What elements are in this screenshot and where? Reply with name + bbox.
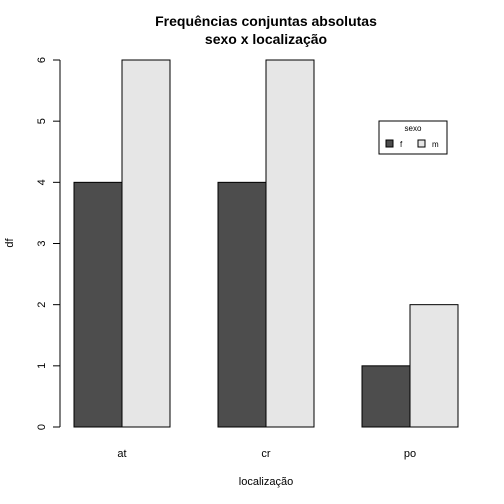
legend-title: sexo: [405, 124, 422, 133]
bar-at-m: [121, 59, 171, 428]
legend-label-f: f: [400, 140, 403, 149]
bar-cr-m: [265, 59, 315, 428]
legend-swatch-f: [385, 139, 394, 148]
y-tick-label-6: 6: [36, 57, 48, 63]
x-axis-label: localização: [239, 476, 293, 488]
y-axis-label: df: [4, 237, 16, 247]
bar-at-f: [73, 181, 123, 428]
legend-swatch-m: [417, 139, 426, 148]
y-tick-label-2: 2: [36, 302, 48, 308]
bar-po-m: [409, 304, 459, 428]
bar-po-f: [361, 365, 411, 428]
bars-group: [73, 59, 459, 428]
y-axis: 0 1 2 3 4 5 6: [36, 57, 61, 430]
y-tick-label-4: 4: [36, 179, 48, 185]
bar-cr-f: [217, 181, 267, 428]
x-tick-label-at: at: [117, 448, 126, 460]
x-tick-label-po: po: [404, 448, 416, 460]
x-tick-label-cr: cr: [261, 448, 271, 460]
y-tick-label-5: 5: [36, 118, 48, 124]
y-tick-label-0: 0: [36, 424, 48, 430]
chart-title-line2: sexo x localização: [205, 31, 327, 47]
y-tick-label-1: 1: [36, 363, 48, 369]
y-tick-label-3: 3: [36, 240, 48, 246]
legend-box: [378, 120, 448, 155]
chart-title-line1: Frequências conjuntas absolutas: [155, 13, 377, 29]
legend-label-m: m: [432, 140, 439, 149]
x-axis-labels: at cr po: [117, 448, 416, 460]
